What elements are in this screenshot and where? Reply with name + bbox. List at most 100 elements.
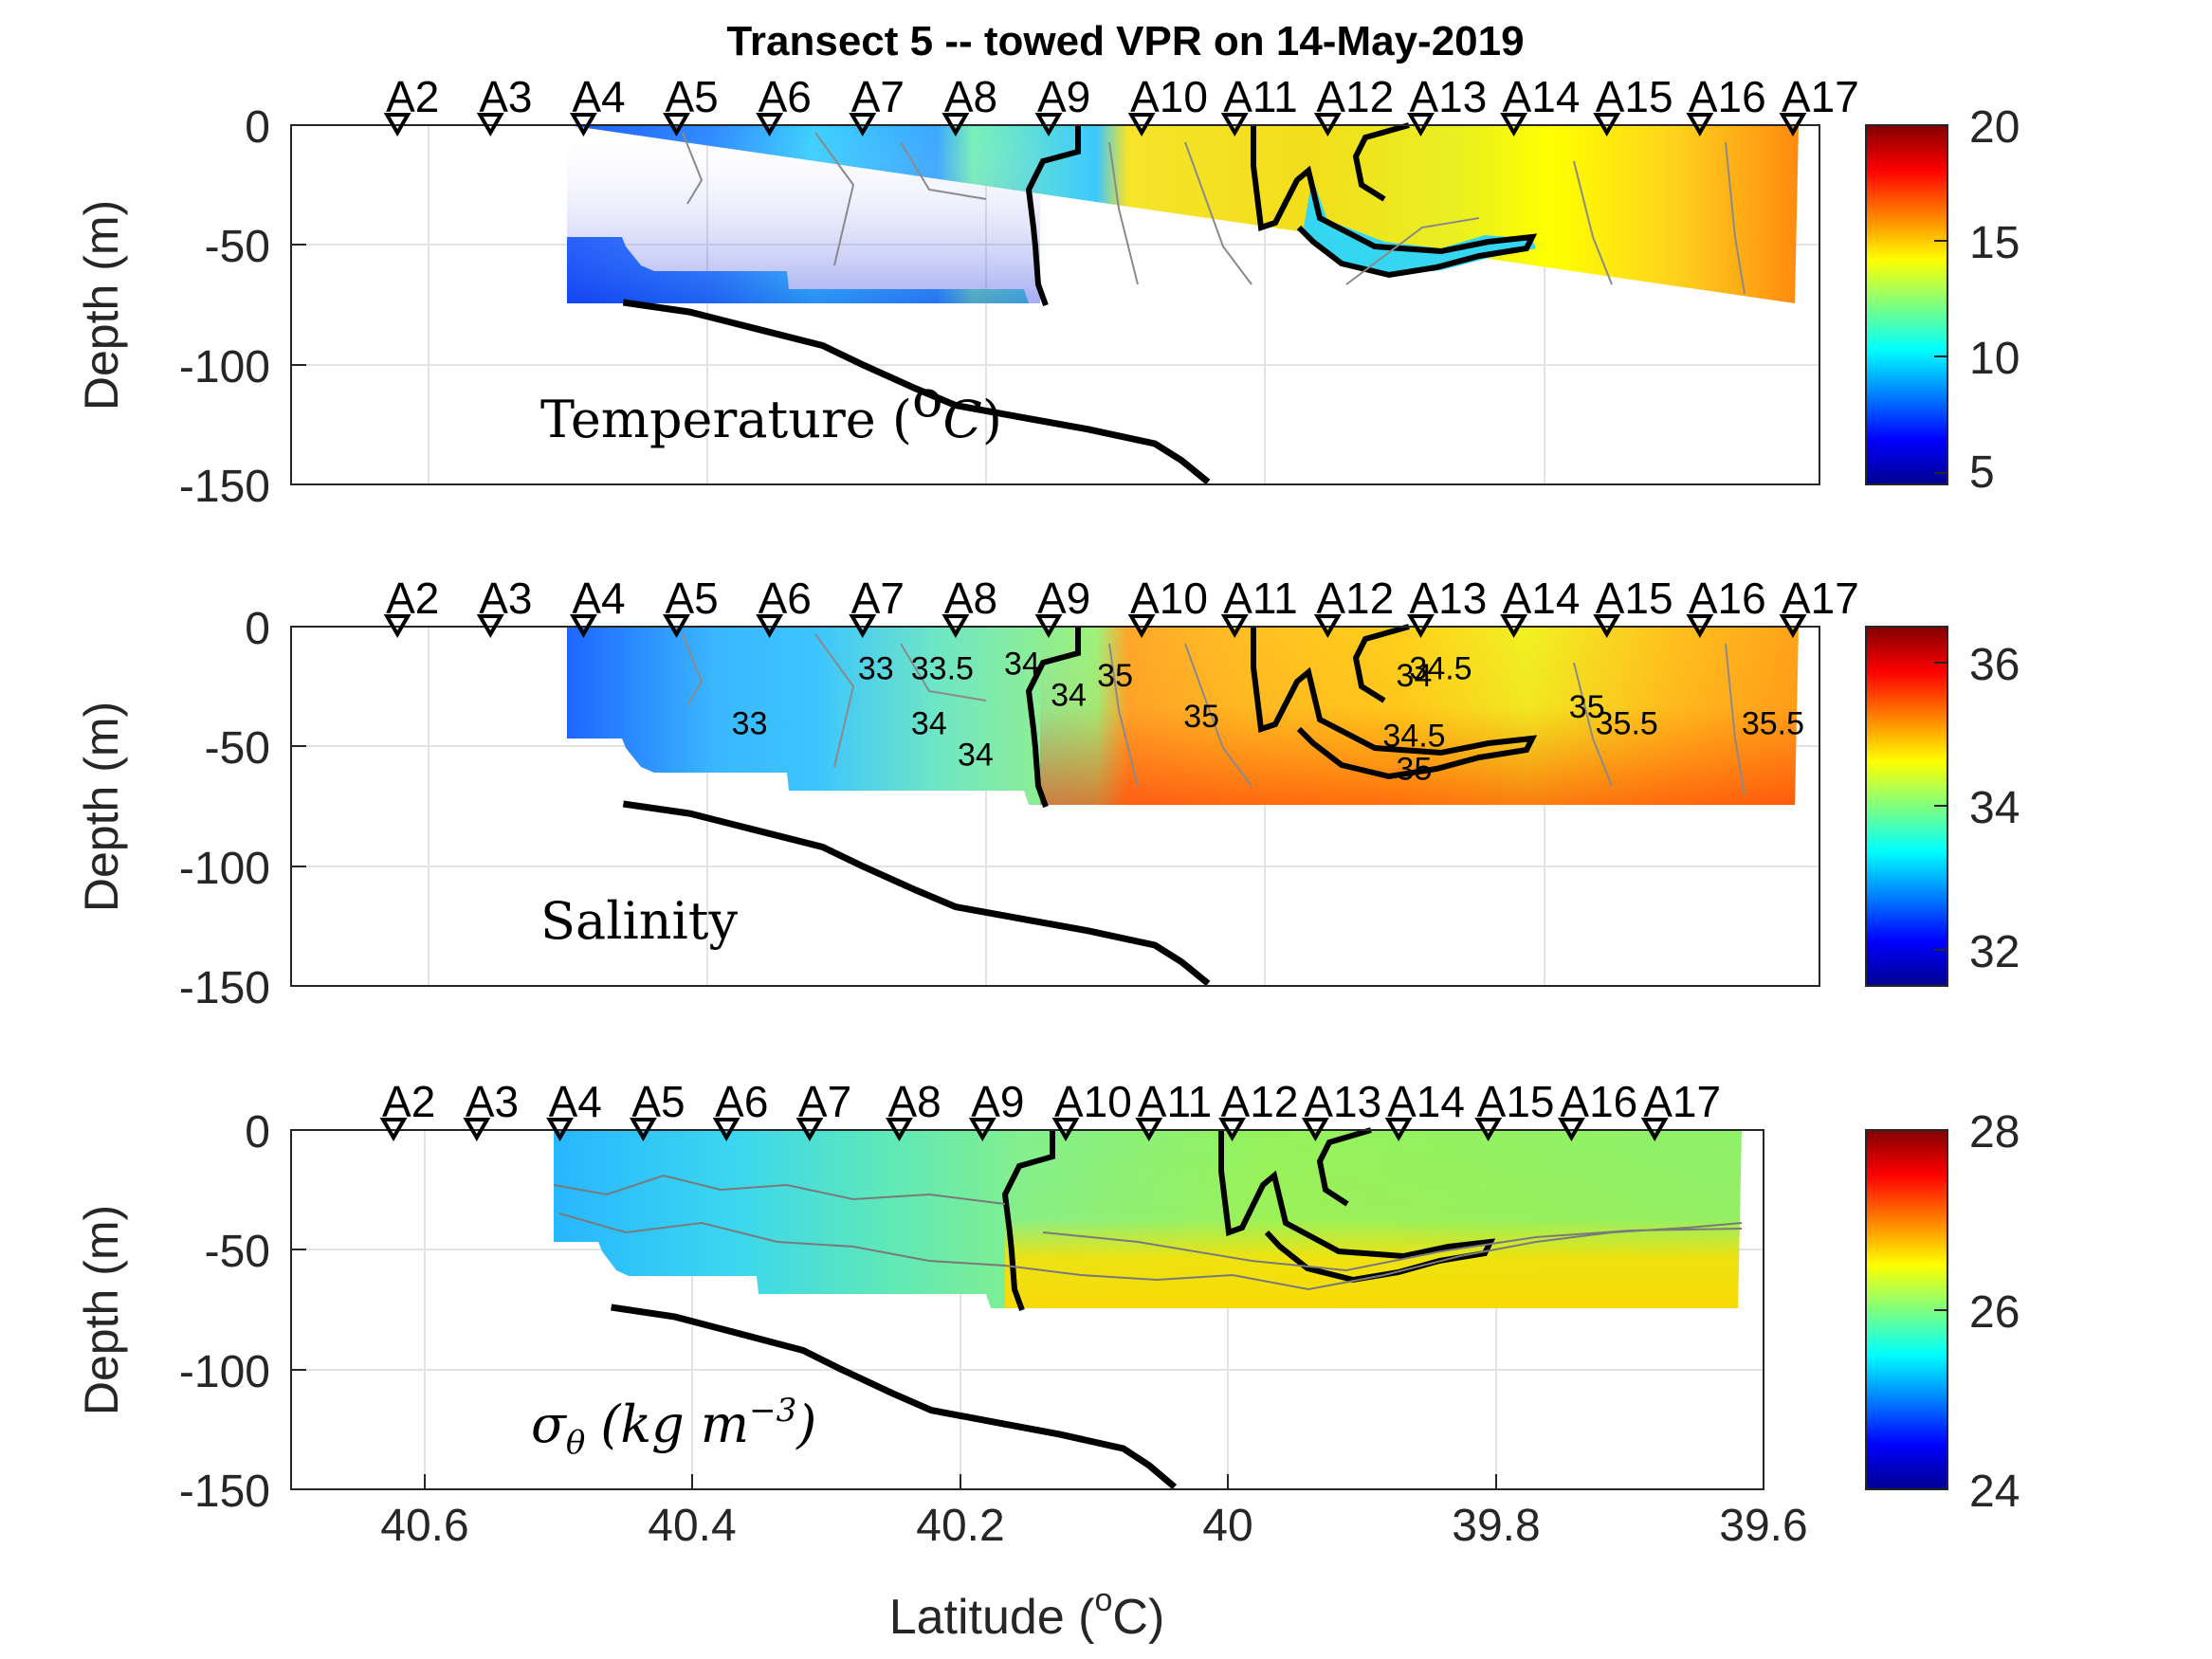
- station-marker: [1313, 614, 1342, 638]
- station-marker: [569, 113, 597, 137]
- station-label: A7: [851, 574, 905, 623]
- station-marker: [1051, 1118, 1080, 1141]
- contour-label: 34.5: [1409, 651, 1472, 687]
- temperature-bathymetry: [622, 299, 1211, 485]
- station-marker: [756, 113, 784, 137]
- station-label: A17: [1782, 72, 1859, 121]
- station-label: A14: [1503, 574, 1581, 623]
- station-label: A5: [631, 1077, 685, 1126]
- salinity-axes-box: [290, 626, 1820, 987]
- station-marker: [476, 614, 504, 638]
- station-marker: [1593, 614, 1621, 638]
- station-label: A13: [1409, 574, 1487, 623]
- station-label: A3: [479, 72, 532, 121]
- temperature-colorbar-tick: 10: [1969, 334, 2020, 384]
- salinity-colorbar-tick: 34: [1969, 783, 2020, 833]
- sigma-colorbar-bar: [1865, 1129, 1948, 1490]
- station-marker: [569, 614, 597, 638]
- station-label: A11: [1138, 1077, 1212, 1126]
- salinity-contours: [682, 633, 1746, 796]
- station-label: A16: [1689, 574, 1766, 623]
- temperature-colorbar: 20 15 10 5: [1865, 102, 2020, 498]
- station-marker: [1220, 614, 1249, 638]
- station-marker: [968, 1118, 996, 1141]
- station-label: A13: [1409, 72, 1487, 121]
- temperature-contours: [682, 132, 1746, 295]
- station-label: A5: [666, 72, 719, 121]
- xtick-label: 39.8: [1452, 1501, 1540, 1551]
- temperature-colorbar-bar: [1865, 124, 1948, 485]
- temperature-axes-box: [290, 124, 1820, 485]
- station-label: A2: [382, 1077, 435, 1126]
- station-marker: [1127, 113, 1156, 137]
- station-marker: [1407, 614, 1435, 638]
- sigma-ytick-label: -100: [179, 1347, 270, 1397]
- sigma-panel-label: σθ (kg m−3): [531, 1392, 816, 1462]
- contour-label: 35.5: [1596, 706, 1658, 742]
- sigma-x-ticks: [424, 1474, 1764, 1489]
- station-label: A15: [1596, 574, 1673, 623]
- sigma-stations: A2 A3 A4 A5 A6 A7 A8 A9 A10 A11 A12 A13 A14 A15 A16 A17: [379, 1077, 1721, 1141]
- station-label: A2: [386, 574, 439, 623]
- temperature-field-depth: [567, 125, 1040, 303]
- station-label: A14: [1387, 1077, 1465, 1126]
- contour-label: 33.5: [911, 651, 974, 687]
- xtick-label: 39.6: [1719, 1501, 1807, 1551]
- station-label: A9: [971, 1077, 1024, 1126]
- station-marker: [849, 113, 877, 137]
- station-label: A4: [549, 1077, 602, 1126]
- station-marker: [476, 113, 504, 137]
- temperature-ytick-label: -50: [205, 222, 270, 272]
- panel-sigma-theta: σθ (kg m−3) 0 -50 -100 -150 Depth (m) A2 A…: [75, 1077, 1764, 1517]
- station-marker: [1500, 614, 1528, 638]
- x-tick-labels: 40.6 40.4 40.2 40 39.8 39.6: [380, 1501, 1807, 1551]
- station-marker: [885, 1118, 913, 1141]
- station-label: A8: [887, 1077, 941, 1126]
- station-label: A3: [466, 1077, 519, 1126]
- station-marker: [1034, 614, 1063, 638]
- sigma-colorbar-tick: 26: [1969, 1287, 2020, 1338]
- temperature-y-axis-label: Depth (m): [75, 200, 128, 410]
- sigma-bathymetry: [611, 1304, 1178, 1490]
- station-label: A5: [666, 574, 719, 623]
- xtick-label: 40: [1202, 1501, 1252, 1551]
- station-marker: [1384, 1118, 1413, 1141]
- station-label: A4: [572, 574, 625, 623]
- station-label: A3: [479, 574, 532, 623]
- sigma-field-depth: [1005, 1130, 1742, 1308]
- contour-label: 34: [1051, 677, 1087, 713]
- temperature-colorbar-tick: 5: [1969, 447, 1995, 498]
- station-label: A13: [1304, 1077, 1381, 1126]
- temperature-ytick-label: -150: [179, 462, 270, 512]
- station-label: A14: [1503, 72, 1581, 121]
- station-label: A15: [1596, 72, 1673, 121]
- salinity-panel-label: Salinity: [540, 891, 738, 951]
- station-marker: [1640, 1118, 1669, 1141]
- station-label: A4: [572, 72, 625, 121]
- station-marker: [1500, 113, 1528, 137]
- station-marker: [941, 614, 970, 638]
- station-marker: [1407, 113, 1435, 137]
- station-marker: [1474, 1118, 1503, 1141]
- station-marker: [383, 614, 411, 638]
- station-label: A7: [851, 72, 905, 121]
- contour-label: 34.5: [1382, 718, 1445, 754]
- sigma-axes-box: [290, 1129, 1764, 1490]
- station-marker: [1779, 113, 1807, 137]
- contour-label: 35: [1183, 699, 1219, 735]
- station-marker: [383, 113, 411, 137]
- station-marker: [1593, 113, 1621, 137]
- salinity-colorbar-tick: 32: [1969, 927, 2020, 977]
- temperature-colorbar-tick: 15: [1969, 218, 2020, 268]
- sigma-contours: [553, 1174, 1743, 1291]
- sigma-colorbar: 28 26 24: [1865, 1107, 2020, 1517]
- station-marker: [1218, 1118, 1247, 1141]
- temperature-y-ticks: [291, 124, 306, 485]
- station-label: A12: [1221, 1077, 1299, 1126]
- station-marker: [1779, 614, 1807, 638]
- sigma-y-axis-label: Depth (m): [75, 1205, 128, 1415]
- xtick-label: 40.6: [380, 1501, 468, 1551]
- salinity-ytick-label: -50: [205, 723, 270, 774]
- station-marker: [379, 1118, 408, 1141]
